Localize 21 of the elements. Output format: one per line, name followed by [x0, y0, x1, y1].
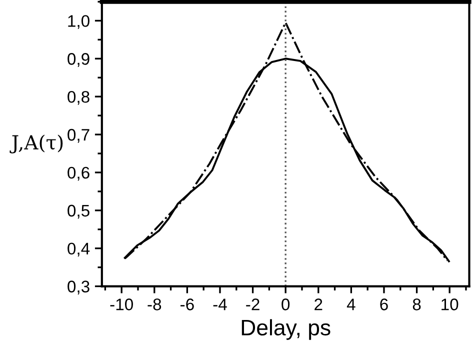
y-tick-label: 0,8: [68, 90, 90, 105]
x-tick-label: 0: [282, 298, 290, 310]
y-tick-label: 0,5: [68, 204, 90, 219]
x-axis-title: Delay, ps: [242, 319, 330, 340]
y-axis-title: J,A(τ): [10, 134, 63, 154]
y-tick-label: 0,3: [68, 280, 90, 294]
x-tick-label: -6: [180, 298, 194, 310]
x-tick-label: -10: [110, 298, 133, 310]
x-tick-label: 4: [346, 298, 356, 310]
y-tick-label: 0,6: [68, 166, 90, 181]
y-tick-label: 0,7: [68, 128, 90, 143]
x-tick-label: -4: [213, 298, 227, 310]
x-tick-label: -8: [148, 298, 162, 310]
y-tick-label: 0,9: [68, 53, 90, 67]
x-tick-label: -2: [246, 298, 260, 310]
y-tick-label: 1,0: [68, 15, 90, 29]
x-tick-label: 10: [442, 298, 458, 310]
x-tick-label: 2: [314, 298, 322, 310]
x-tick-label: 8: [412, 298, 421, 310]
x-tick-label: 6: [380, 298, 388, 310]
y-tick-label: 0,4: [68, 242, 90, 257]
